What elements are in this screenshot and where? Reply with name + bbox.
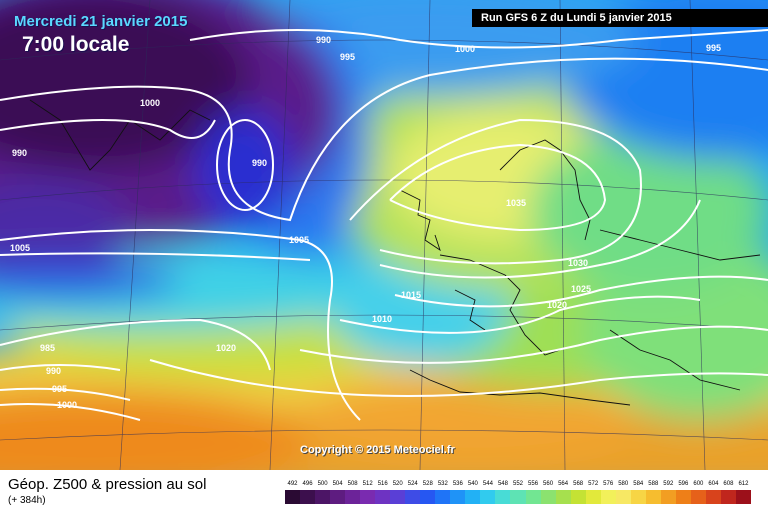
isobar-label: 990 <box>46 366 61 376</box>
legend-swatch <box>420 490 436 504</box>
legend-label: 500 <box>317 481 328 487</box>
graticule-lines <box>0 0 768 470</box>
legend-label: 600 <box>693 481 704 487</box>
legend-label: 560 <box>543 481 554 487</box>
legend-label: 596 <box>678 481 689 487</box>
coastline <box>29 99 761 406</box>
map-title: Géop. Z500 & pression au sol <box>8 476 207 493</box>
legend-swatch <box>585 490 601 504</box>
legend-label: 588 <box>648 481 659 487</box>
legend-label: 516 <box>377 481 388 487</box>
forecast-time: 7:00 locale <box>22 33 130 56</box>
legend-swatch <box>660 490 676 504</box>
model-run-label: Run GFS 6 Z du Lundi 5 janvier 2015 <box>472 9 768 27</box>
isobar-label: 1020 <box>547 300 567 310</box>
isobar-label: 990 <box>316 35 331 45</box>
isobar-label: 995 <box>706 43 721 53</box>
isobar-label: 1035 <box>506 198 526 208</box>
legend-swatch <box>675 490 691 504</box>
legend-label: 540 <box>467 481 478 487</box>
legend-label: 576 <box>603 481 614 487</box>
legend-label: 556 <box>528 481 539 487</box>
legend-swatch <box>360 490 376 504</box>
legend-label: 544 <box>482 481 493 487</box>
legend-label: 492 <box>287 481 298 487</box>
legend-swatch <box>630 490 646 504</box>
isobar-label: 1030 <box>568 258 588 268</box>
legend-label: 608 <box>723 481 734 487</box>
legend-swatch <box>465 490 481 504</box>
legend-swatch <box>705 490 721 504</box>
legend-swatch <box>570 490 586 504</box>
legend-swatch <box>480 490 496 504</box>
geopotential-map: 990 995 1000 995 1000 990 990 1005 1005 … <box>0 0 768 470</box>
isobar-label: 1000 <box>140 98 160 108</box>
isobar-label: 1005 <box>289 235 309 245</box>
isobar-label: 1000 <box>455 44 475 54</box>
legend-label: 572 <box>588 481 599 487</box>
legend-swatch <box>735 490 751 504</box>
legend-label: 612 <box>738 481 749 487</box>
isobar-label: 990 <box>12 148 27 158</box>
legend-swatch <box>645 490 661 504</box>
legend-label: 548 <box>497 481 508 487</box>
isobar-label: 995 <box>340 52 355 62</box>
legend-label: 504 <box>332 481 343 487</box>
isobar-label: 1020 <box>216 343 236 353</box>
legend-swatch <box>435 490 451 504</box>
legend-swatch <box>540 490 556 504</box>
isobar-label: 985 <box>40 343 55 353</box>
legend-label: 536 <box>452 481 463 487</box>
color-field <box>0 0 768 470</box>
isobar-labels: 990 995 1000 995 1000 990 990 1005 1005 … <box>10 35 721 410</box>
legend-label: 496 <box>302 481 313 487</box>
legend-label: 568 <box>573 481 584 487</box>
legend-swatch <box>390 490 406 504</box>
forecast-date: Mercredi 21 janvier 2015 <box>14 13 188 30</box>
isobar-label: 1010 <box>372 314 392 324</box>
legend-swatch <box>330 490 346 504</box>
legend-swatch <box>615 490 631 504</box>
legend-label: 532 <box>437 481 448 487</box>
legend-label: 564 <box>558 481 569 487</box>
legend-swatch <box>285 490 301 504</box>
legend-label: 584 <box>633 481 644 487</box>
copyright-text: Copyright © 2015 Meteociel.fr <box>300 444 455 456</box>
color-legend-labels: 492 496 500 504 508 512 516 520 524 528 532 536 540 5… <box>285 481 751 490</box>
legend-swatch <box>525 490 541 504</box>
legend-label: 520 <box>392 481 403 487</box>
isobar-label: 990 <box>252 158 267 168</box>
legend-label: 524 <box>407 481 418 487</box>
legend-label: 512 <box>362 481 373 487</box>
forecast-lead-time: (+ 384h) <box>8 495 46 506</box>
legend-label: 604 <box>708 481 719 487</box>
isobar-lines <box>0 29 768 421</box>
legend-swatch <box>600 490 616 504</box>
legend-swatch <box>375 490 391 504</box>
isobar-label: 1000 <box>57 400 77 410</box>
legend-swatch <box>450 490 466 504</box>
isobar-label: 1025 <box>571 284 591 294</box>
isobar-label: 1005 <box>10 243 30 253</box>
legend-swatch <box>690 490 706 504</box>
legend-swatch <box>510 490 526 504</box>
color-legend-bar <box>285 490 751 504</box>
legend-label: 592 <box>663 481 674 487</box>
legend-swatch <box>555 490 571 504</box>
legend-swatch <box>345 490 361 504</box>
isobar-label: 995 <box>52 384 67 394</box>
legend-label: 580 <box>618 481 629 487</box>
legend-label: 508 <box>347 481 358 487</box>
legend-swatch <box>300 490 316 504</box>
legend-swatch <box>495 490 511 504</box>
legend-label: 528 <box>422 481 433 487</box>
legend-swatch <box>405 490 421 504</box>
isobar-label: 1015 <box>401 290 421 300</box>
legend-label: 552 <box>512 481 523 487</box>
legend-swatch <box>315 490 331 504</box>
legend-swatch <box>720 490 736 504</box>
